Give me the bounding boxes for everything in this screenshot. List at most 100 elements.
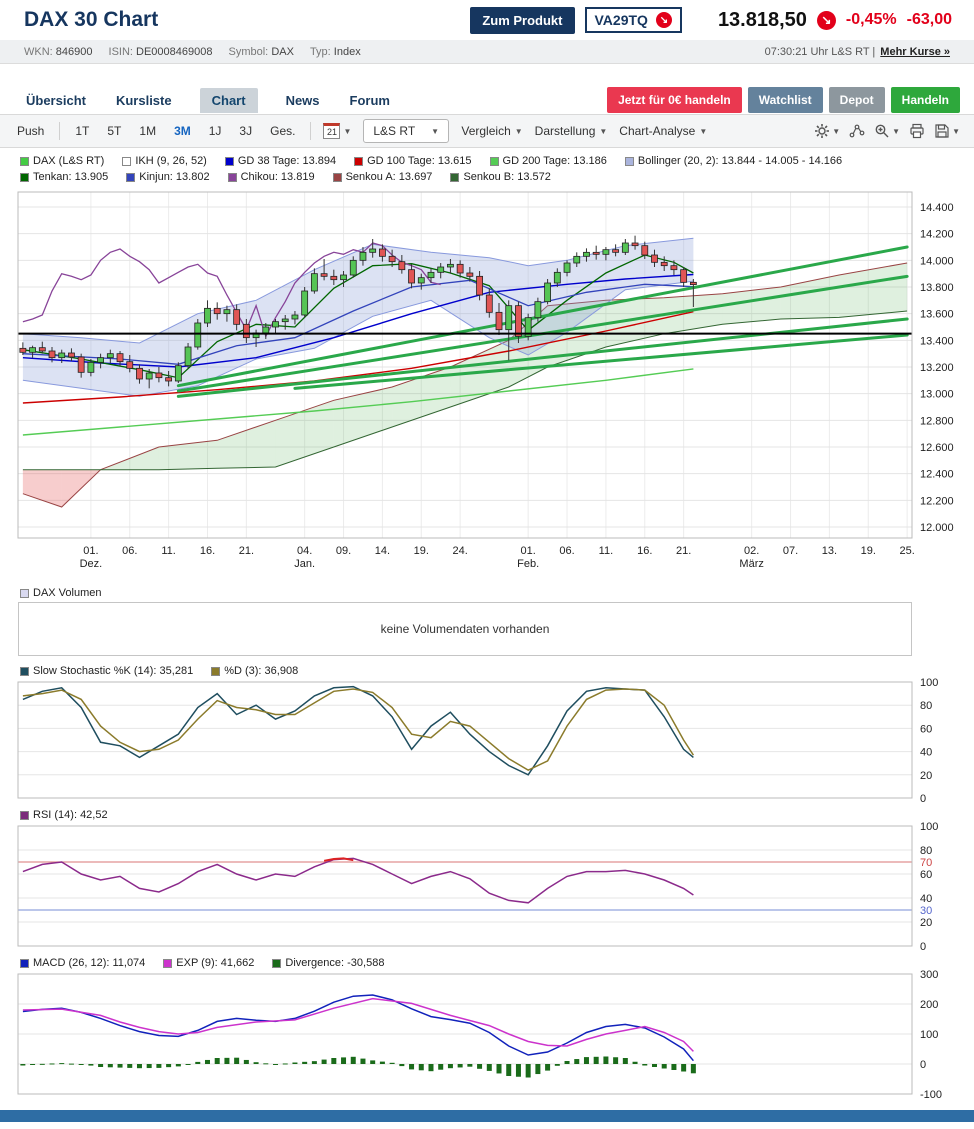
range-3m[interactable]: 3M (171, 122, 194, 140)
svg-text:04.: 04. (297, 545, 312, 557)
settings-button[interactable]: ▼ (814, 123, 840, 139)
svg-text:16.: 16. (200, 545, 215, 557)
divider (59, 122, 61, 140)
print-button[interactable] (909, 123, 925, 139)
gear-icon (815, 124, 830, 138)
range-3j[interactable]: 3J (236, 122, 255, 140)
swatch (20, 810, 29, 820)
legend-chikou: Chikou: 13.819 (227, 171, 315, 183)
depot-button[interactable]: Depot (828, 87, 885, 113)
swatch (163, 958, 173, 968)
svg-text:14.: 14. (375, 545, 390, 557)
svg-text:40: 40 (920, 893, 932, 905)
chevron-down-icon: ▼ (699, 126, 708, 136)
tab-news[interactable]: News (285, 92, 320, 108)
tab-kursliste[interactable]: Kursliste (115, 92, 172, 108)
range-1j[interactable]: 1J (206, 122, 225, 140)
svg-text:01.: 01. (521, 545, 536, 557)
legend-gd38: GD 38 Tage: 13.894 (224, 155, 336, 167)
quote-header: Zum Produkt VA29TQ ↘ 13.818,50 ↘ -0,45% … (470, 6, 956, 34)
tab-forum[interactable]: Forum (349, 92, 390, 108)
nodes-icon (849, 124, 865, 138)
macd-chart[interactable]: 300 200 100 0 -100 (0, 970, 974, 1102)
svg-text:16.: 16. (637, 545, 652, 557)
swatch (332, 172, 342, 182)
chevron-down-icon: ▼ (514, 126, 523, 136)
swatch (272, 958, 282, 968)
legend-bollinger: Bollinger (20, 2): 13.844 - 14.005 - 14.… (624, 155, 842, 167)
svg-text:12.600: 12.600 (920, 442, 954, 454)
instrument-info-bar: WKN: 846900 ISIN: DE0008469008 Symbol: D… (0, 40, 974, 64)
feed-select[interactable]: L&S RT ▼ (363, 119, 450, 143)
isin: ISIN: DE0008469008 (108, 45, 213, 58)
chart-analyse-menu[interactable]: Chart-Analyse ▼ (619, 124, 708, 138)
legend-stoch-d: %D (3): 36,908 (211, 665, 298, 677)
legend-stoch-k: Slow Stochastic %K (14): 35,281 (20, 665, 193, 677)
indicators-button[interactable] (849, 123, 865, 139)
svg-text:14.200: 14.200 (920, 229, 954, 241)
svg-text:20: 20 (920, 917, 932, 929)
range-1t[interactable]: 1T (72, 122, 92, 140)
range-1m[interactable]: 1M (136, 122, 159, 140)
legend-kinjun: Kinjun: 13.802 (126, 171, 210, 183)
svg-text:Dez.: Dez. (80, 558, 103, 570)
swatch (624, 156, 634, 166)
swatch (489, 156, 499, 166)
legend-macd: MACD (26, 12): 11,074 (20, 957, 145, 969)
svg-text:100: 100 (920, 678, 938, 689)
wkn: WKN: 846900 (24, 45, 93, 58)
svg-text:12.400: 12.400 (920, 469, 954, 481)
swatch (224, 156, 234, 166)
push-button[interactable]: Push (14, 122, 47, 140)
symbol: Symbol: DAX (228, 45, 294, 58)
darstellung-menu[interactable]: Darstellung ▼ (534, 124, 608, 138)
mehr-kurse-link[interactable]: Mehr Kurse » (880, 45, 950, 58)
zum-produkt-button[interactable]: Zum Produkt (470, 6, 575, 34)
trade-free-button[interactable]: Jetzt für 0€ handeln (607, 87, 742, 113)
product-code-box[interactable]: VA29TQ ↘ (584, 7, 682, 33)
calendar-picker[interactable]: 21 ▼ (323, 123, 351, 139)
main-price-chart[interactable]: 01.Dez.06. 11. 16. 21. 04.Jan.09. 14. 19. 24. 01… (0, 188, 974, 584)
tab-chart[interactable]: Chart (199, 87, 258, 113)
swatch (354, 156, 364, 166)
header: DAX 30 Chart Zum Produkt VA29TQ ↘ 13.818… (0, 0, 974, 40)
svg-text:07.: 07. (783, 545, 798, 557)
svg-text:70: 70 (920, 857, 932, 869)
feed-select-value: L&S RT (373, 124, 416, 138)
action-buttons: Jetzt für 0€ handeln Watchlist Depot Han… (607, 87, 960, 113)
volume-legend: DAX Volumen (0, 584, 974, 600)
page-title: DAX 30 Chart (24, 8, 159, 31)
swatch (122, 156, 132, 166)
save-button[interactable]: ▼ (934, 123, 960, 139)
svg-text:19.: 19. (414, 545, 429, 557)
price: 13.818,50 (717, 8, 807, 31)
svg-text:21.: 21. (239, 545, 254, 557)
watchlist-button[interactable]: Watchlist (747, 87, 823, 113)
legend-gd200: GD 200 Tage: 13.186 (489, 155, 607, 167)
range-ges[interactable]: Ges. (267, 122, 298, 140)
svg-text:60: 60 (920, 869, 932, 881)
range-5t[interactable]: 5T (104, 122, 124, 140)
stochastic-chart[interactable]: 100 80 60 40 20 0 (0, 678, 974, 806)
swatch (227, 172, 237, 182)
volume-empty-message: keine Volumendaten vorhanden (380, 622, 550, 636)
svg-text:80: 80 (920, 845, 932, 857)
legend-macd-exp: EXP (9): 41,662 (163, 957, 254, 969)
main-chart-legend: DAX (L&S RT) IKH (9, 26, 52) GD 38 Tage:… (0, 148, 974, 188)
vergleich-menu[interactable]: Vergleich ▼ (461, 124, 523, 138)
svg-text:14.000: 14.000 (920, 255, 954, 267)
swatch (20, 172, 29, 182)
legend-senkou-a: Senkou A: 13.697 (332, 171, 432, 183)
tab-uebersicht[interactable]: Übersicht (26, 92, 86, 108)
svg-text:30: 30 (920, 905, 932, 917)
swatch (20, 156, 29, 166)
zoom-button[interactable]: ▼ (874, 123, 900, 139)
svg-text:14.400: 14.400 (920, 202, 954, 214)
handeln-button[interactable]: Handeln (890, 87, 960, 113)
swatch (126, 172, 136, 182)
spacer (0, 64, 974, 86)
svg-text:300: 300 (920, 970, 938, 981)
svg-text:13.000: 13.000 (920, 389, 954, 401)
legend-dax: DAX (L&S RT) (20, 155, 104, 167)
